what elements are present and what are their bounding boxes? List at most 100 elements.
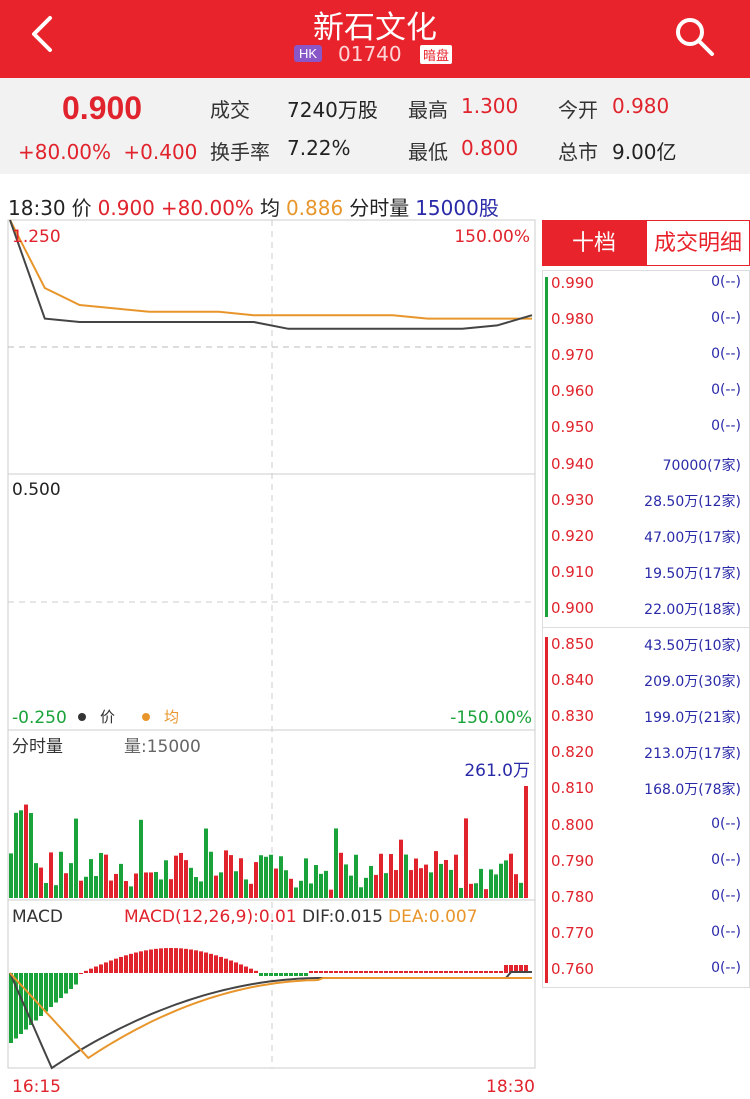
ask-level-row[interactable]: 0.970 0(--) xyxy=(543,340,749,376)
crosshair-status: 18:30 价 0.900 +80.00% 均 0.886 分时量 15000股 xyxy=(8,192,505,221)
macd-bar xyxy=(389,971,393,973)
volume-bar xyxy=(219,872,223,898)
ask-level-row[interactable]: 0.910 19.50万(17家) xyxy=(543,557,749,593)
volume-bar xyxy=(524,786,528,898)
level-quantity: 213.0万(17家) xyxy=(644,746,741,763)
macd-bar xyxy=(139,951,143,973)
macd-bar xyxy=(509,965,513,973)
volume-value: 7240万股 xyxy=(287,98,378,122)
volume-bar xyxy=(259,855,263,898)
bid-level-row[interactable]: 0.790 0(--) xyxy=(543,846,749,882)
volume-bar xyxy=(439,863,443,898)
macd-bar xyxy=(99,964,103,973)
level-quantity: 209.0万(30家) xyxy=(644,674,741,691)
bid-level-row[interactable]: 0.830 199.0万(21家) xyxy=(543,701,749,737)
dif-value: DIF:0.015 xyxy=(302,907,383,927)
legend-avg-label: 均 xyxy=(164,708,179,726)
macd-bar xyxy=(234,962,238,973)
ask-level-row[interactable]: 0.920 47.00万(17家) xyxy=(543,521,749,557)
volume-bar xyxy=(369,865,373,898)
bid-level-row[interactable]: 0.820 213.0万(17家) xyxy=(543,737,749,773)
tab-ten-levels[interactable]: 十档 xyxy=(542,220,646,266)
volume-bar xyxy=(379,853,383,898)
bid-level-row[interactable]: 0.840 209.0万(30家) xyxy=(543,665,749,701)
macd-bar xyxy=(364,971,368,973)
volume-bar xyxy=(119,863,123,898)
volume-bar xyxy=(444,859,448,898)
level-quantity: 199.0万(21家) xyxy=(644,710,741,727)
volume-bar xyxy=(464,818,468,898)
volume-bar xyxy=(209,851,213,898)
ask-level-row[interactable]: 0.980 0(--) xyxy=(543,304,749,340)
volume-bar xyxy=(84,876,88,898)
status-price: 0.900 xyxy=(97,196,155,220)
volume-bar xyxy=(134,873,138,898)
book-divider xyxy=(543,627,749,628)
level-quantity: 0(--) xyxy=(711,346,741,363)
macd-bar xyxy=(149,949,153,973)
ask-level-row[interactable]: 0.960 0(--) xyxy=(543,376,749,412)
macd-bar xyxy=(424,971,428,973)
macd-bar xyxy=(49,973,53,1007)
bid-level-row[interactable]: 0.850 43.50万(10家) xyxy=(543,629,749,665)
volume-bar xyxy=(499,863,503,898)
volume-bar xyxy=(334,828,338,898)
stock-name-title: 新石文化 xyxy=(313,10,437,46)
price-axis-mid: 0.500 xyxy=(12,480,61,500)
back-chevron-icon[interactable] xyxy=(26,14,62,54)
price-axis-bottom: -0.250 xyxy=(12,708,67,728)
macd-bar xyxy=(89,968,93,973)
level-price: 0.790 xyxy=(551,851,594,870)
macd-bar xyxy=(339,971,343,973)
bid-level-row[interactable]: 0.780 0(--) xyxy=(543,882,749,918)
volume-label: 成交 xyxy=(210,98,250,122)
volume-bar xyxy=(364,877,368,898)
change-percent: +80.00% xyxy=(18,140,112,164)
tab-trade-details[interactable]: 成交明细 xyxy=(646,220,750,266)
volume-bar xyxy=(109,880,113,898)
volume-bar xyxy=(44,882,48,898)
level-quantity: 0(--) xyxy=(711,418,741,435)
macd-bar xyxy=(84,970,88,973)
macd-bar xyxy=(114,958,118,973)
intraday-chart[interactable]: 1.250 150.00% 0.500 -0.250 -150.00% 价 均 … xyxy=(0,218,538,1098)
level-price: 0.830 xyxy=(551,707,594,726)
price-line xyxy=(9,219,533,330)
status-time: 18:30 xyxy=(8,196,66,220)
macd-bar xyxy=(369,971,373,973)
volume-bar xyxy=(184,860,188,898)
level-quantity: 19.50万(17家) xyxy=(644,565,741,582)
volume-bar xyxy=(429,872,433,898)
volume-bar xyxy=(319,873,323,898)
ask-level-row[interactable]: 0.900 22.00万(18家) xyxy=(543,593,749,629)
volume-bar xyxy=(94,875,98,898)
volume-bar xyxy=(494,874,498,898)
bid-level-row[interactable]: 0.760 0(--) xyxy=(543,954,749,990)
level-quantity: 0(--) xyxy=(711,310,741,327)
volume-bar xyxy=(354,854,358,898)
high-label: 最高 xyxy=(408,98,448,122)
volume-bar xyxy=(424,864,428,898)
macd-bar xyxy=(344,971,348,973)
volume-bar xyxy=(224,850,228,898)
bid-level-row[interactable]: 0.810 168.0万(78家) xyxy=(543,773,749,809)
ask-level-row[interactable]: 0.940 70000(7家) xyxy=(543,449,749,485)
level-price: 0.820 xyxy=(551,743,594,762)
volume-bar xyxy=(479,868,483,898)
search-icon[interactable] xyxy=(672,14,716,58)
volume-bar xyxy=(64,873,68,898)
macd-bar xyxy=(494,971,498,973)
macd-bar xyxy=(134,952,138,973)
ask-level-row[interactable]: 0.950 0(--) xyxy=(543,412,749,448)
macd-bar xyxy=(14,973,18,1039)
volume-bars xyxy=(9,786,528,898)
ask-level-row[interactable]: 0.990 0(--) xyxy=(543,268,749,304)
volume-bar xyxy=(414,858,418,898)
price-change: +80.00% +0.400 xyxy=(18,140,197,164)
ask-level-row[interactable]: 0.930 28.50万(12家) xyxy=(543,485,749,521)
bid-level-row[interactable]: 0.770 0(--) xyxy=(543,918,749,954)
bid-level-row[interactable]: 0.800 0(--) xyxy=(543,810,749,846)
time-axis-end: 18:30 xyxy=(486,1077,535,1097)
dif-line xyxy=(9,971,532,1070)
macd-bar xyxy=(79,973,83,974)
